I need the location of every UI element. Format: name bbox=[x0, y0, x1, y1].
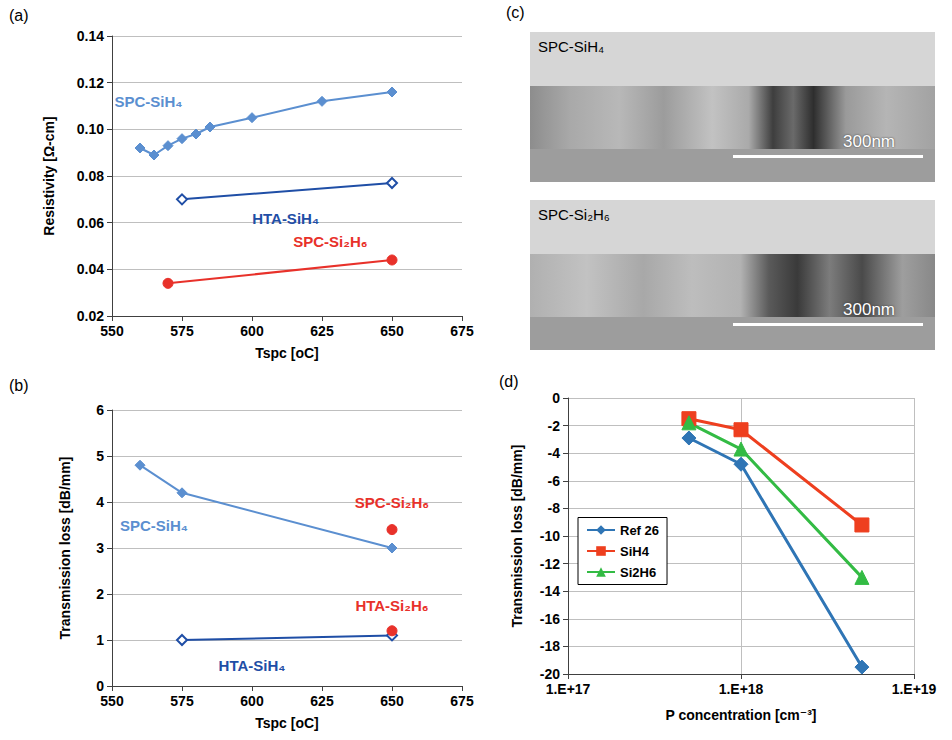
svg-text:550: 550 bbox=[100, 323, 124, 339]
svg-text:Transmission loss [dB/mm]: Transmission loss [dB/mm] bbox=[57, 457, 73, 640]
svg-text:Ref 26: Ref 26 bbox=[620, 523, 659, 538]
svg-text:SPC-SiH₄: SPC-SiH₄ bbox=[114, 93, 182, 110]
svg-text:0.14: 0.14 bbox=[77, 28, 104, 44]
svg-text:3: 3 bbox=[96, 540, 104, 556]
svg-text:0: 0 bbox=[96, 678, 104, 694]
svg-text:Si2H6: Si2H6 bbox=[620, 565, 656, 580]
svg-text:-4: -4 bbox=[548, 445, 561, 461]
svg-text:0.06: 0.06 bbox=[77, 215, 104, 231]
svg-text:675: 675 bbox=[450, 693, 474, 709]
svg-text:SPC-Si₂H₆: SPC-Si₂H₆ bbox=[293, 233, 367, 250]
svg-text:0.02: 0.02 bbox=[77, 308, 104, 324]
svg-text:650: 650 bbox=[380, 693, 404, 709]
svg-text:650: 650 bbox=[380, 323, 404, 339]
svg-text:600: 600 bbox=[240, 693, 264, 709]
svg-text:575: 575 bbox=[170, 323, 194, 339]
svg-text:-8: -8 bbox=[548, 500, 561, 516]
svg-text:0.10: 0.10 bbox=[77, 121, 104, 137]
svg-text:625: 625 bbox=[310, 323, 334, 339]
svg-text:1: 1 bbox=[96, 632, 104, 648]
html-text:SPC-SiH₄: SPC-SiH₄ bbox=[538, 38, 605, 55]
svg-text:Tspc [oC]: Tspc [oC] bbox=[255, 345, 319, 361]
svg-text:-16: -16 bbox=[540, 611, 560, 627]
svg-text:Transmission loss [dB/mm]: Transmission loss [dB/mm] bbox=[509, 445, 525, 628]
svg-text:4: 4 bbox=[96, 494, 104, 510]
svg-text:-10: -10 bbox=[540, 528, 560, 544]
html-text:300nm: 300nm bbox=[843, 132, 895, 151]
svg-text:HTA-Si₂H₆: HTA-Si₂H₆ bbox=[355, 597, 428, 614]
svg-text:(a): (a) bbox=[9, 7, 29, 24]
svg-text:0: 0 bbox=[552, 390, 560, 406]
svg-text:-14: -14 bbox=[540, 583, 560, 599]
svg-text:1.E+17: 1.E+17 bbox=[546, 681, 591, 697]
svg-text:550: 550 bbox=[100, 693, 124, 709]
svg-text:(d): (d) bbox=[499, 373, 519, 390]
svg-text:-18: -18 bbox=[540, 638, 560, 654]
svg-text:-2: -2 bbox=[548, 418, 561, 434]
svg-text:5: 5 bbox=[96, 448, 104, 464]
svg-text:HTA-SiH₄: HTA-SiH₄ bbox=[219, 657, 286, 674]
svg-text:-6: -6 bbox=[548, 473, 561, 489]
svg-text:1.E+19: 1.E+19 bbox=[892, 681, 937, 697]
svg-text:0.08: 0.08 bbox=[77, 168, 104, 184]
svg-text:Resistivity [Ω-cm]: Resistivity [Ω-cm] bbox=[41, 116, 57, 235]
html-text:300nm: 300nm bbox=[843, 300, 895, 319]
svg-text:P concentration [cm⁻³]: P concentration [cm⁻³] bbox=[665, 707, 816, 723]
svg-text:575: 575 bbox=[170, 693, 194, 709]
svg-text:Tspc [oC]: Tspc [oC] bbox=[255, 715, 319, 731]
svg-text:625: 625 bbox=[310, 693, 334, 709]
html-text:(c): (c) bbox=[506, 4, 525, 21]
html-text:SPC-Si₂H₆: SPC-Si₂H₆ bbox=[538, 206, 610, 223]
svg-text:2: 2 bbox=[96, 586, 104, 602]
svg-text:6: 6 bbox=[96, 402, 104, 418]
svg-text:675: 675 bbox=[450, 323, 474, 339]
svg-text:HTA-SiH₄: HTA-SiH₄ bbox=[252, 210, 319, 227]
svg-text:1.E+18: 1.E+18 bbox=[719, 681, 764, 697]
svg-text:-20: -20 bbox=[540, 666, 560, 682]
svg-text:(b): (b) bbox=[9, 377, 29, 394]
svg-text:-12: -12 bbox=[540, 556, 560, 572]
svg-text:0.12: 0.12 bbox=[77, 75, 104, 91]
svg-text:600: 600 bbox=[240, 323, 264, 339]
svg-text:SPC-Si₂H₆: SPC-Si₂H₆ bbox=[355, 494, 429, 511]
svg-text:0.04: 0.04 bbox=[77, 261, 104, 277]
svg-text:SPC-SiH₄: SPC-SiH₄ bbox=[120, 517, 188, 534]
svg-text:SiH4: SiH4 bbox=[620, 544, 650, 559]
